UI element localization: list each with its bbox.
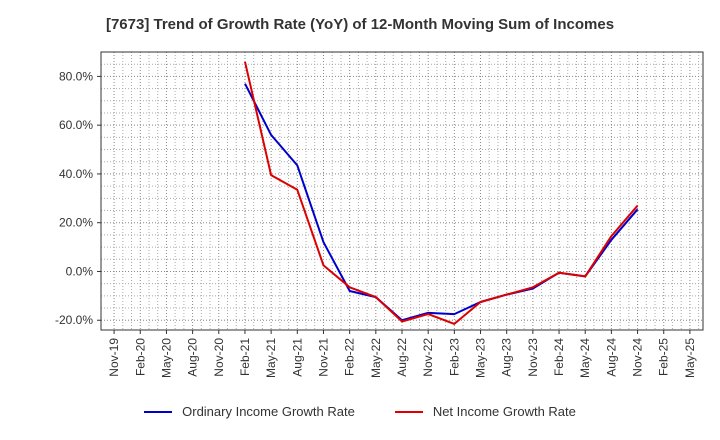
x-tick-label: Feb-21 [238, 338, 252, 376]
y-tick-label: 40.0% [59, 167, 93, 181]
x-tick-label: May-23 [474, 338, 488, 378]
legend-label-net: Net Income Growth Rate [432, 404, 576, 419]
x-tick-label: Aug-22 [395, 338, 409, 377]
x-tick-label: Feb-22 [343, 338, 357, 376]
x-tick-label: May-25 [683, 338, 697, 378]
x-tick-label: Nov-20 [212, 338, 226, 377]
x-tick-label: Nov-19 [107, 338, 121, 377]
x-tick-label: May-20 [159, 338, 173, 378]
x-tick-label: Feb-25 [657, 338, 671, 376]
legend-swatch-ordinary [144, 410, 173, 413]
x-tick-label: Aug-23 [500, 338, 514, 377]
x-tick-label: Aug-21 [290, 338, 304, 377]
plot-border [100, 51, 704, 331]
x-tick-label: Nov-24 [631, 338, 645, 377]
chart-title: [7673] Trend of Growth Rate (YoY) of 12-… [105, 16, 615, 33]
y-tick-label: 80.0% [59, 69, 93, 83]
x-tick-label: May-24 [578, 338, 592, 378]
legend: Ordinary Income Growth Rate Net Income G… [0, 404, 720, 419]
y-tick-label: 20.0% [59, 216, 93, 230]
legend-swatch-net [394, 410, 423, 413]
series-line-net [244, 61, 639, 325]
x-tick-label: Nov-22 [421, 338, 435, 377]
y-tick-label: -20.0% [55, 313, 93, 327]
x-tick-label: May-22 [369, 338, 383, 378]
y-tick-label: 0.0% [66, 264, 94, 278]
legend-item-net: Net Income Growth Rate [394, 404, 576, 419]
x-tick-label: Feb-24 [552, 338, 566, 376]
x-tick-label: May-21 [264, 338, 278, 378]
x-tick-label: Feb-20 [133, 338, 147, 376]
x-tick-label: Nov-21 [316, 338, 330, 377]
legend-label-ordinary: Ordinary Income Growth Rate [182, 404, 355, 419]
x-tick-label: Aug-20 [186, 338, 200, 377]
y-tick-label: 60.0% [59, 118, 93, 132]
x-tick-label: Nov-23 [526, 338, 540, 377]
x-tick-label: Aug-24 [604, 338, 618, 377]
legend-item-ordinary: Ordinary Income Growth Rate [144, 404, 355, 419]
x-tick-label: Feb-23 [447, 338, 461, 376]
